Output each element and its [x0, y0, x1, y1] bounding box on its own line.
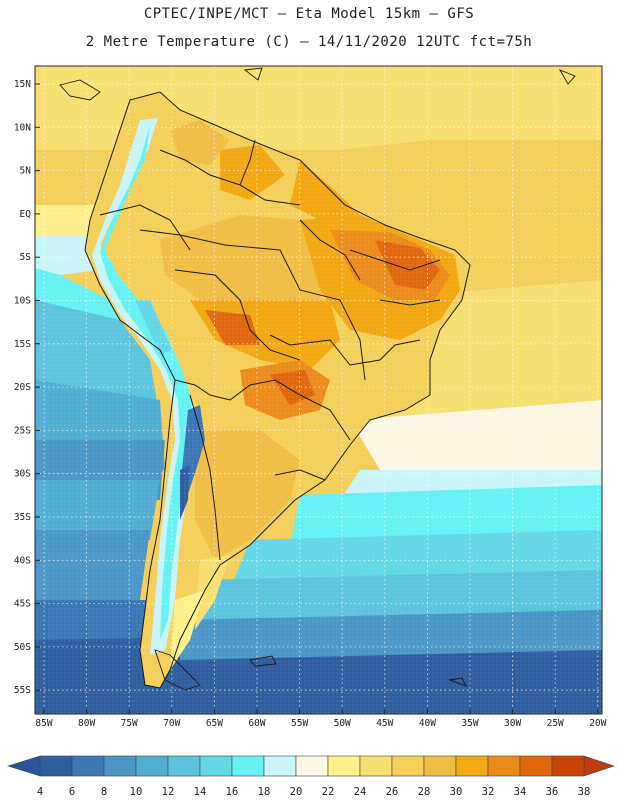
longitude-label: 20W	[589, 718, 606, 729]
colorbar-tick-label: 10	[130, 786, 143, 798]
colorbar-tick-label: 6	[69, 786, 75, 798]
colorbar-tick-label: 16	[226, 786, 239, 798]
colorbar-swatch	[551, 755, 585, 777]
latitude-label: 25S	[14, 425, 31, 436]
colorbar-tick-label: 18	[258, 786, 271, 798]
colorbar-swatch	[71, 755, 105, 777]
longitude-label: 70W	[163, 718, 180, 729]
colorbar-tick-label: 14	[194, 786, 207, 798]
longitude-label: 65W	[206, 718, 223, 729]
colorbar-tick-label: 30	[450, 786, 463, 798]
colorbar-swatch	[263, 755, 297, 777]
colorbar-swatch	[199, 755, 233, 777]
colorbar-tick-label: 32	[482, 786, 495, 798]
longitude-label: 75W	[121, 718, 138, 729]
longitude-label: 35W	[461, 718, 478, 729]
longitude-label: 45W	[376, 718, 393, 729]
longitude-label: 60W	[248, 718, 265, 729]
latitude-label: 30S	[14, 469, 31, 480]
colorbar-swatch	[423, 755, 457, 777]
colorbar-swatch	[231, 755, 265, 777]
latitude-label: 40S	[14, 555, 31, 566]
longitude-label: 40W	[419, 718, 436, 729]
colorbar-swatch	[519, 755, 553, 777]
latitude-labels: 15N 10N 5N EQ 5S 10S 15S 20S 25S 30S 35S 40S 45S 50S 5…	[14, 79, 40, 696]
colorbar-tick-label: 22	[322, 786, 335, 798]
longitude-label: 85W	[35, 718, 52, 729]
colorbar-tick-label: 36	[546, 786, 559, 798]
colorbar-tick-label: 8	[101, 786, 107, 798]
colorbar-tick-label: 12	[162, 786, 175, 798]
colorbar-swatch	[455, 755, 489, 777]
colorbar-swatch	[135, 755, 169, 777]
map-plot-area	[35, 66, 602, 714]
latitude-label: 55S	[14, 685, 31, 696]
longitude-label: 80W	[78, 718, 95, 729]
colorbar-tick-label: 38	[578, 786, 591, 798]
colorbar-swatch	[487, 755, 521, 777]
longitude-label: 30W	[504, 718, 521, 729]
colorbar-swatch	[167, 755, 201, 777]
latitude-label: 35S	[14, 512, 31, 523]
colorbar-tick-label: 20	[290, 786, 303, 798]
graticule	[35, 66, 602, 714]
latitude-label: 10S	[14, 296, 31, 307]
map-title-line2: 2 Metre Temperature (C) – 14/11/2020 12U…	[85, 34, 533, 50]
latitude-label: 15S	[14, 339, 31, 350]
map-title-line1: CPTEC/INPE/MCT – Eta Model 15km – GFS	[143, 6, 475, 22]
country-borders	[84, 91, 471, 689]
colorbar-tick-label: 34	[514, 786, 527, 798]
colorbar-swatch	[295, 755, 329, 777]
colorbar-tick-label: 28	[418, 786, 431, 798]
colorbar-swatch	[103, 755, 137, 777]
longitude-labels: 85W 80W 75W 70W 65W 60W 55W 50W 45W 40W 35W 30W 25W 2…	[35, 709, 607, 729]
longitude-label: 50W	[334, 718, 351, 729]
colorbar: 4 6 8 10 12 14 16 18 20 22 24 26 28 30 32 34 36 38	[6, 755, 615, 798]
latitude-label: 20S	[14, 382, 31, 393]
longitude-label: 55W	[291, 718, 308, 729]
latitude-label: 50S	[14, 642, 31, 653]
longitude-label: 25W	[547, 718, 564, 729]
colorbar-swatch	[327, 755, 361, 777]
latitude-label: EQ	[20, 209, 32, 220]
colorbar-tick-label: 26	[386, 786, 399, 798]
latitude-label: 5N	[20, 166, 32, 177]
latitude-label: 5S	[20, 252, 32, 263]
colorbar-tick-label: 24	[354, 786, 367, 798]
colorbar-swatch	[39, 755, 73, 777]
colorbar-swatch	[391, 755, 425, 777]
colorbar-swatch	[359, 755, 393, 777]
latitude-label: 45S	[14, 599, 31, 610]
latitude-label: 15N	[14, 79, 31, 90]
latitude-label: 10N	[14, 122, 31, 133]
colorbar-tick-label: 4	[37, 786, 43, 798]
